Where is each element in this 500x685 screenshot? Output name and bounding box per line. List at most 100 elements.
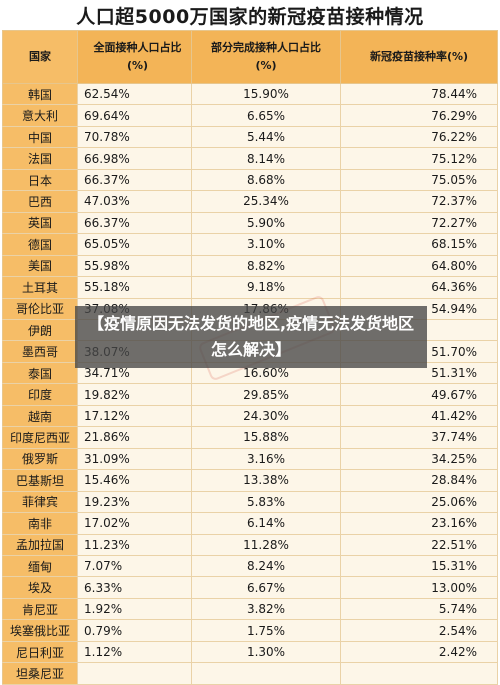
cell-vaccination-rate: 37.74% xyxy=(341,427,498,448)
cell-partially-vaccinated: 6.67% xyxy=(192,577,341,598)
cell-country: 孟加拉国 xyxy=(2,534,78,555)
cell-country: 埃及 xyxy=(2,577,78,598)
cell-fully-vaccinated: 0.79% xyxy=(78,620,192,641)
cell-country: 伊朗 xyxy=(2,319,78,341)
cell-vaccination-rate: 76.29% xyxy=(341,105,498,126)
header-fully-vaccinated: 全面接种人口占比 (%) xyxy=(78,31,192,83)
cell-country: 埃塞俄比亚 xyxy=(2,620,78,641)
cell-country: 尼日利亚 xyxy=(2,641,78,663)
cell-vaccination-rate: 2.42% xyxy=(341,641,498,663)
cell-country: 南非 xyxy=(2,513,78,534)
cell-partially-vaccinated: 13.38% xyxy=(192,470,341,491)
cell-partially-vaccinated: 1.30% xyxy=(192,641,341,663)
cell-partially-vaccinated: 6.14% xyxy=(192,513,341,534)
cell-fully-vaccinated: 66.37% xyxy=(78,212,192,234)
cell-partially-vaccinated: 5.83% xyxy=(192,491,341,513)
cell-vaccination-rate: 68.15% xyxy=(341,234,498,255)
cell-country: 德国 xyxy=(2,234,78,255)
cell-partially-vaccinated: 3.16% xyxy=(192,448,341,470)
cell-partially-vaccinated: 24.30% xyxy=(192,405,341,427)
cell-fully-vaccinated: 62.54% xyxy=(78,84,192,105)
cell-vaccination-rate xyxy=(341,663,498,684)
table-row: 美国 55.98% 8.82% 64.80% xyxy=(2,255,498,278)
cell-country: 巴基斯坦 xyxy=(2,470,78,491)
cell-partially-vaccinated xyxy=(192,663,341,684)
cell-vaccination-rate: 25.06% xyxy=(341,491,498,513)
cell-country: 缅甸 xyxy=(2,555,78,577)
table-row: 孟加拉国 11.23% 11.28% 22.51% xyxy=(2,534,498,556)
cell-vaccination-rate: 75.12% xyxy=(341,148,498,169)
cell-partially-vaccinated: 25.34% xyxy=(192,191,341,212)
cell-country: 英国 xyxy=(2,212,78,234)
cell-fully-vaccinated: 69.64% xyxy=(78,105,192,126)
cell-vaccination-rate: 13.00% xyxy=(341,577,498,598)
table-row: 缅甸 7.07% 8.24% 15.31% xyxy=(2,555,498,578)
cell-vaccination-rate: 22.51% xyxy=(341,534,498,555)
cell-partially-vaccinated: 11.28% xyxy=(192,534,341,555)
cell-country: 俄罗斯 xyxy=(2,448,78,470)
table-row: 法国 66.98% 8.14% 75.12% xyxy=(2,148,498,170)
table-row: 印度尼西亚 21.86% 15.88% 37.74% xyxy=(2,427,498,449)
cell-fully-vaccinated: 55.18% xyxy=(78,277,192,298)
cell-partially-vaccinated: 29.85% xyxy=(192,384,341,405)
table-row: 韩国 62.54% 15.90% 78.44% xyxy=(2,84,498,106)
table-row: 日本 66.37% 8.68% 75.05% xyxy=(2,169,498,192)
article-title-text: 【疫情原因无法发货的地区,疫情无法发货地区怎么解决】 xyxy=(87,314,415,359)
cell-vaccination-rate: 72.27% xyxy=(341,212,498,234)
cell-partially-vaccinated: 6.65% xyxy=(192,105,341,126)
cell-country: 印度尼西亚 xyxy=(2,427,78,448)
cell-partially-vaccinated: 16.60% xyxy=(192,362,341,384)
table-row: 泰国 34.71% 16.60% 51.31% xyxy=(2,362,498,385)
cell-country: 泰国 xyxy=(2,362,78,384)
cell-fully-vaccinated: 1.12% xyxy=(78,641,192,663)
cell-country: 意大利 xyxy=(2,105,78,126)
vaccination-table: 国家 全面接种人口占比 (%) 部分完成接种人口占比 (%) 新冠疫苗接种率(%) 韩… xyxy=(2,30,498,685)
table-row: 意大利 69.64% 6.65% 76.29% xyxy=(2,105,498,127)
cell-partially-vaccinated: 3.10% xyxy=(192,234,341,255)
cell-fully-vaccinated: 17.12% xyxy=(78,405,192,427)
cell-country: 土耳其 xyxy=(2,277,78,298)
header-vaccination-rate: 新冠疫苗接种率(%) xyxy=(341,31,498,83)
table-row: 巴西 47.03% 25.34% 72.37% xyxy=(2,191,498,213)
table-header: 国家 全面接种人口占比 (%) 部分完成接种人口占比 (%) 新冠疫苗接种率(%) xyxy=(2,31,498,84)
cell-vaccination-rate: 76.22% xyxy=(341,126,498,148)
cell-vaccination-rate: 49.67% xyxy=(341,384,498,405)
cell-partially-vaccinated: 5.90% xyxy=(192,212,341,234)
table-row: 德国 65.05% 3.10% 68.15% xyxy=(2,234,498,256)
article-title-overlay[interactable]: 【疫情原因无法发货的地区,疫情无法发货地区怎么解决】 xyxy=(75,306,427,368)
table-row: 肯尼亚 1.92% 3.82% 5.74% xyxy=(2,598,498,621)
cell-country: 巴西 xyxy=(2,191,78,212)
cell-vaccination-rate: 64.36% xyxy=(341,277,498,298)
cell-fully-vaccinated: 55.98% xyxy=(78,255,192,277)
cell-country: 日本 xyxy=(2,169,78,191)
cell-country: 法国 xyxy=(2,148,78,169)
table-row: 巴基斯坦 15.46% 13.38% 28.84% xyxy=(2,470,498,492)
cell-fully-vaccinated: 21.86% xyxy=(78,427,192,448)
table-row: 尼日利亚 1.12% 1.30% 2.42% xyxy=(2,641,498,664)
cell-vaccination-rate: 34.25% xyxy=(341,448,498,470)
cell-fully-vaccinated: 66.98% xyxy=(78,148,192,169)
cell-partially-vaccinated: 8.82% xyxy=(192,255,341,277)
cell-fully-vaccinated: 15.46% xyxy=(78,470,192,491)
cell-vaccination-rate: 23.16% xyxy=(341,513,498,534)
cell-fully-vaccinated: 7.07% xyxy=(78,555,192,577)
cell-country: 哥伦比亚 xyxy=(2,298,78,319)
cell-vaccination-rate: 64.80% xyxy=(341,255,498,277)
cell-partially-vaccinated: 5.44% xyxy=(192,126,341,148)
cell-fully-vaccinated: 31.09% xyxy=(78,448,192,470)
cell-partially-vaccinated: 15.88% xyxy=(192,427,341,448)
table-row: 坦桑尼亚 xyxy=(2,663,498,685)
page-title: 人口超5000万国家的新冠疫苗接种情况 xyxy=(76,5,424,28)
cell-vaccination-rate: 28.84% xyxy=(341,470,498,491)
cell-fully-vaccinated: 70.78% xyxy=(78,126,192,148)
cell-vaccination-rate: 41.42% xyxy=(341,405,498,427)
table-row: 埃塞俄比亚 0.79% 1.75% 2.54% xyxy=(2,620,498,642)
cell-country: 美国 xyxy=(2,255,78,277)
table-row: 南非 17.02% 6.14% 23.16% xyxy=(2,513,498,535)
cell-country: 中国 xyxy=(2,126,78,148)
cell-partially-vaccinated: 1.75% xyxy=(192,620,341,641)
cell-fully-vaccinated: 34.71% xyxy=(78,362,192,384)
cell-partially-vaccinated: 8.14% xyxy=(192,148,341,169)
cell-fully-vaccinated: 66.37% xyxy=(78,169,192,191)
cell-partially-vaccinated: 3.82% xyxy=(192,598,341,620)
